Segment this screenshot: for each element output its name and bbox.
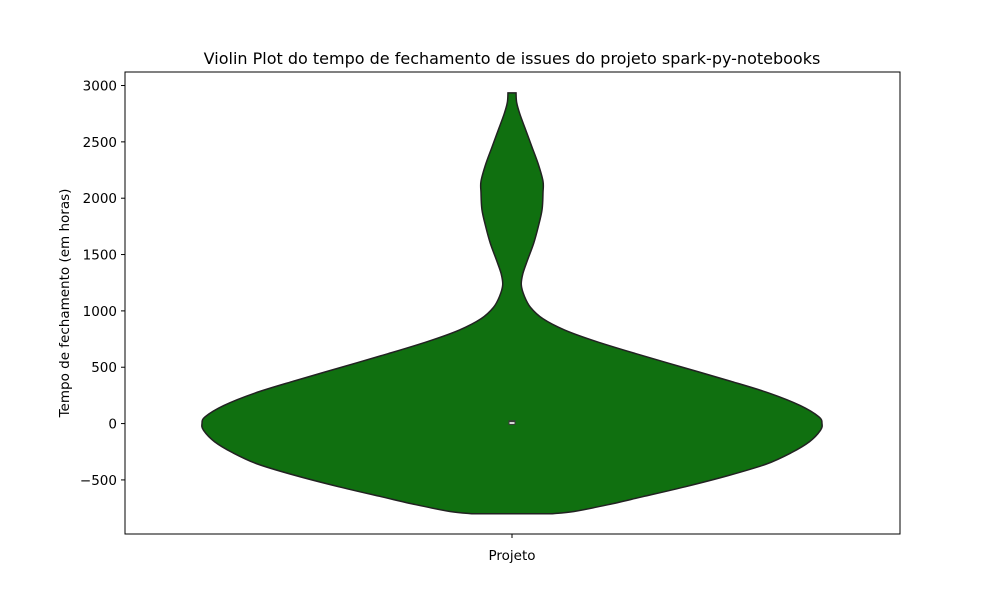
chart-title: Violin Plot do tempo de fechamento de is… (204, 49, 821, 68)
y-tick-label: 1500 (83, 248, 117, 264)
y-tick-label: −500 (80, 473, 117, 489)
y-axis-label: Tempo de fechamento (em horas) (57, 189, 73, 419)
y-tick-label: 500 (91, 360, 117, 376)
violin-body (201, 92, 823, 515)
y-tick-label: 2000 (83, 191, 117, 207)
plot-area (124, 71, 901, 535)
y-tick-label: 0 (108, 417, 117, 433)
x-tick-label: Projeto (488, 548, 535, 564)
y-tick-label: 2500 (83, 135, 117, 151)
y-axis: −500 0 500 1000 1500 2000 2500 3000 (80, 79, 125, 489)
y-tick-label: 3000 (83, 79, 117, 95)
x-axis: Projeto (488, 534, 536, 564)
y-tick-label: 1000 (83, 304, 117, 320)
